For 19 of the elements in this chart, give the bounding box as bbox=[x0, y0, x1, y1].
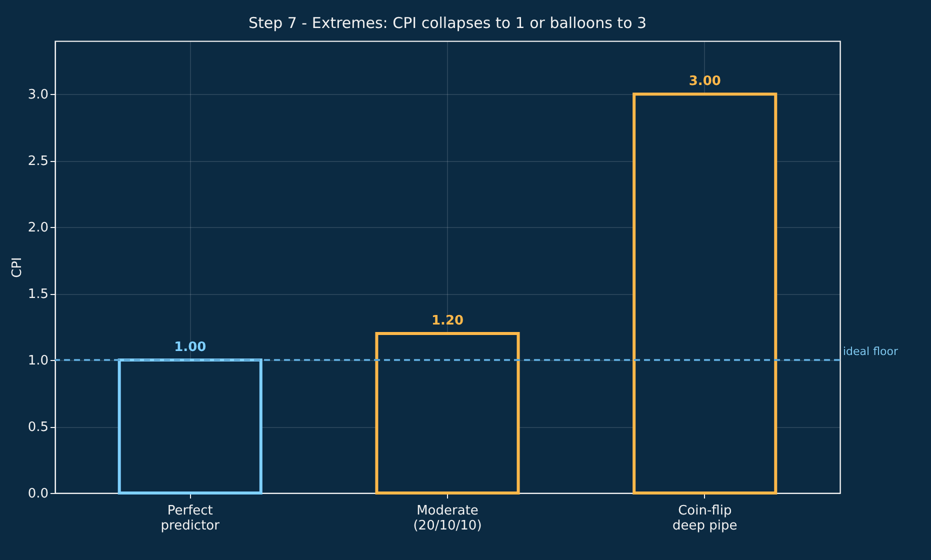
x-tick-label: Coin-flip deep pipe bbox=[672, 504, 738, 534]
y-axis-title: CPI bbox=[10, 257, 25, 278]
bar bbox=[375, 332, 520, 494]
x-tick-label: Perfect predictor bbox=[160, 504, 220, 534]
y-tick-label: 2.0 bbox=[28, 220, 48, 236]
y-tick-label: 1.0 bbox=[28, 354, 48, 369]
bar bbox=[632, 92, 778, 494]
data-label: 3.00 bbox=[688, 74, 721, 90]
ref-line-label: ideal floor bbox=[843, 345, 898, 358]
y-tick-label: 0.5 bbox=[28, 420, 48, 436]
data-label: 1.20 bbox=[431, 313, 464, 328]
y-tick-label: 0.0 bbox=[28, 486, 48, 502]
bar bbox=[118, 358, 262, 494]
x-tick-label: Moderate (20/10/10) bbox=[413, 504, 482, 534]
y-tick-label: 1.5 bbox=[28, 287, 48, 302]
y-tick-label: 3.0 bbox=[28, 88, 48, 103]
chart-title: Step 7 - Extremes: CPI collapses to 1 or balloons to 3 bbox=[248, 14, 647, 32]
y-tick-label: 2.5 bbox=[28, 154, 48, 170]
data-label: 1.00 bbox=[174, 340, 206, 356]
